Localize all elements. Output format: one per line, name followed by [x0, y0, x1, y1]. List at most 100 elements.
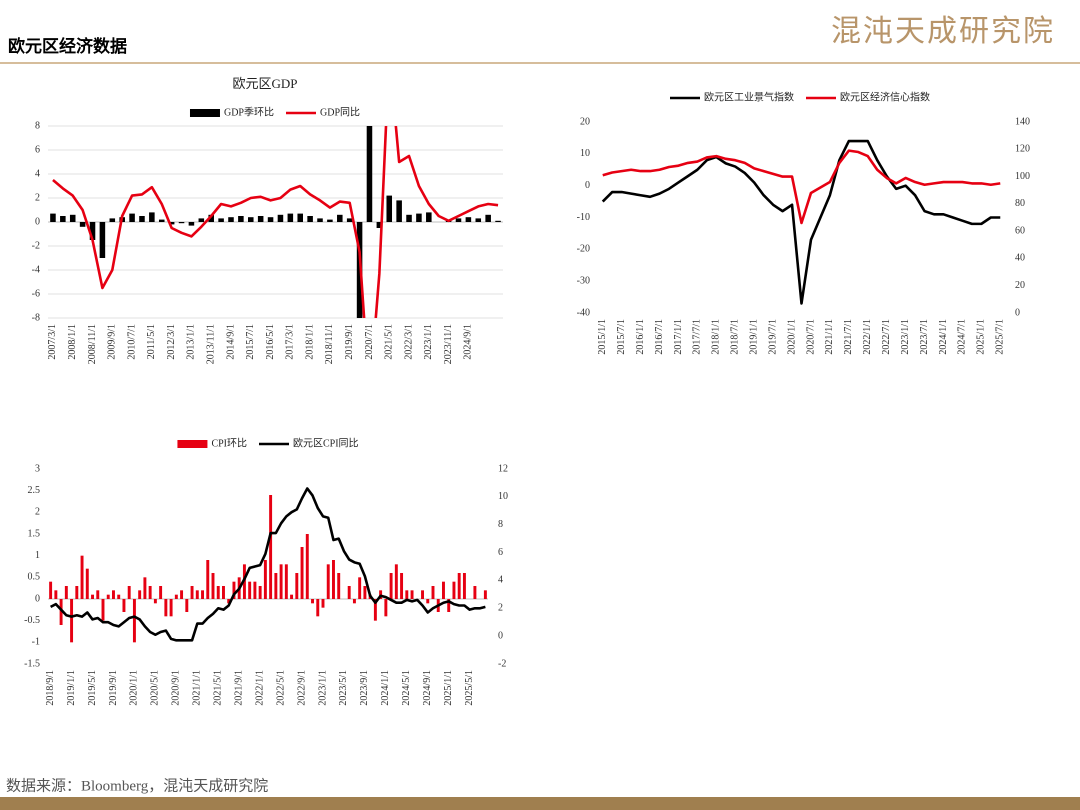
- bar: [277, 214, 284, 222]
- page-title: 欧元区经济数据: [8, 36, 127, 57]
- x-tick-label: 2017/3/1: [285, 324, 296, 360]
- line-series: [50, 487, 486, 642]
- y2-tick-label: 10: [498, 491, 508, 502]
- bar: [384, 599, 388, 617]
- bar: [228, 217, 234, 222]
- bar: [109, 218, 116, 222]
- x-tick-label: 2021/7/1: [843, 319, 854, 355]
- legend: CPI环比 欧元区CPI同比: [177, 437, 359, 449]
- y-tick-label: 0.5: [28, 572, 41, 583]
- y-tick-label: 10: [580, 148, 590, 159]
- x-tick-label: 2022/7/1: [881, 319, 892, 355]
- bar: [327, 219, 333, 222]
- x-tick-label: 2017/7/1: [692, 319, 703, 355]
- bar: [431, 586, 435, 599]
- bar: [311, 599, 314, 604]
- x-tick-label: 2020/5/1: [150, 670, 161, 706]
- bar: [129, 213, 135, 222]
- y-tick-label: -2: [32, 240, 40, 251]
- bar: [473, 586, 477, 599]
- bar: [75, 586, 79, 599]
- legend-label: 欧元区工业景气指数: [704, 90, 794, 103]
- x-tick-label: 2021/1/1: [824, 319, 835, 355]
- bar: [195, 590, 199, 599]
- bar: [158, 219, 165, 222]
- x-tick-label: 2015/1/1: [597, 319, 608, 355]
- x-tick-label: 2007/3/1: [47, 324, 58, 360]
- y-tick-label: 2: [35, 507, 40, 518]
- bar: [138, 590, 142, 599]
- legend-swatch: [189, 109, 220, 117]
- bar: [139, 216, 145, 222]
- x-tick-label: 2019/5/1: [87, 670, 98, 706]
- source-note: 数据来源：Bloomberg，混沌天成研究院: [6, 776, 268, 794]
- bar: [218, 218, 224, 222]
- x-tick-label: 2024/5/1: [401, 670, 412, 706]
- legend: 欧元区工业景气指数 欧元区经济信心指数: [670, 90, 930, 103]
- bar: [117, 594, 121, 599]
- bar: [208, 214, 214, 222]
- y2-tick-label: 8: [498, 519, 503, 530]
- y-tick-label: -30: [577, 275, 590, 286]
- bar: [373, 599, 377, 621]
- x-tick-label: 2021/9/1: [233, 670, 244, 706]
- line-series: [52, 126, 499, 318]
- bar: [447, 599, 451, 612]
- bar: [475, 218, 482, 222]
- bar: [406, 214, 412, 222]
- y-tick-label: -4: [32, 264, 40, 275]
- bar: [300, 547, 304, 599]
- bar: [297, 213, 303, 222]
- bar: [64, 586, 68, 599]
- x-tick-label: 2019/9/1: [108, 670, 119, 706]
- bar: [122, 599, 126, 612]
- bar: [112, 590, 115, 599]
- y-tick-label: 8: [35, 120, 40, 131]
- x-tick-label: 2024/1/1: [938, 319, 949, 355]
- bar: [50, 213, 56, 222]
- x-tick-label: 2021/5/1: [213, 670, 224, 706]
- bar: [386, 195, 393, 222]
- y-tick-label: 2: [35, 192, 40, 203]
- bar: [317, 218, 323, 222]
- bar: [143, 577, 147, 599]
- y-tick-label: -40: [577, 307, 590, 318]
- x-tick-label: 2025/5/1: [464, 670, 475, 706]
- bar: [290, 594, 294, 599]
- bar: [127, 586, 131, 599]
- x-tick-label: 2020/7/1: [805, 319, 816, 355]
- y-tick-label: -1: [32, 637, 40, 648]
- x-tick-label: 2019/1/1: [748, 319, 759, 355]
- legend-label: GDP同比: [320, 106, 360, 118]
- bar: [101, 599, 105, 621]
- footer-bar: [0, 797, 1080, 810]
- bar: [305, 534, 309, 599]
- bar: [483, 590, 487, 599]
- y-tick-label: 0: [585, 180, 590, 191]
- bar: [190, 586, 194, 599]
- bar: [332, 560, 335, 599]
- bar: [394, 564, 398, 599]
- y-tick-label: 0: [35, 593, 40, 604]
- bar: [174, 594, 178, 599]
- bar: [132, 599, 136, 643]
- x-tick-label: 2009/9/1: [107, 324, 118, 360]
- y2-tick-label: 0: [498, 630, 503, 641]
- y2-tick-label: 120: [1015, 144, 1030, 155]
- x-tick-label: 2022/1/1: [254, 670, 265, 706]
- bar: [337, 573, 341, 599]
- bar: [405, 590, 409, 599]
- bar: [164, 599, 168, 617]
- x-tick-label: 2008/1/1: [67, 324, 78, 360]
- x-tick-label: 2025/1/1: [443, 670, 454, 706]
- x-tick-label: 2022/1/1: [862, 319, 873, 355]
- x-tick-label: 2023/1/1: [317, 670, 328, 706]
- x-tick-label: 2013/11/1: [206, 324, 217, 364]
- bar: [222, 586, 225, 599]
- bar: [376, 222, 383, 228]
- x-tick-label: 2023/1/1: [423, 324, 434, 360]
- bar: [326, 564, 330, 599]
- bar: [316, 599, 320, 617]
- bar: [89, 222, 96, 240]
- bar: [106, 594, 110, 599]
